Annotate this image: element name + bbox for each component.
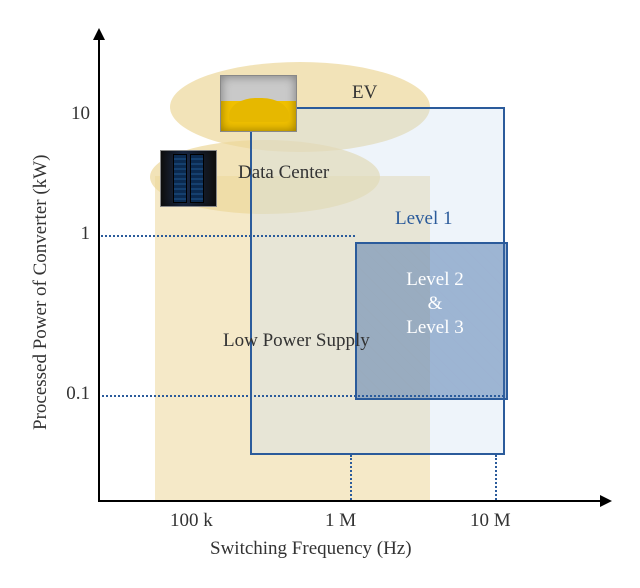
guide-line-v-0 [350,455,352,500]
y-axis [98,38,100,500]
y-axis-label: Processed Power of Converter (kW) [30,155,52,430]
server-rack-icon [173,154,187,203]
y-tick-2: 10 [71,103,90,125]
x-tick-1: 1 M [325,510,356,532]
label-level-2-3: Level 2&Level 3 [395,268,475,339]
label-level-2-3-line-2: Level 3 [395,316,475,340]
label-level-1: Level 1 [395,208,453,230]
data-center-thumbnail [160,150,217,207]
label-level-2-3-line-0: Level 2 [395,268,475,292]
x-axis [98,500,600,502]
y-tick-1: 1 [81,223,91,245]
label-data-center: Data Center [238,162,329,184]
label-level-2-3-line-1: & [395,292,475,316]
ev-thumbnail [220,75,297,132]
car-icon [229,98,289,123]
label-low-power-supply: Low Power Supply [223,330,370,352]
power-vs-frequency-chart: 100 k 1 M 10 M 0.1 1 10 Switching Frequency (H… [0,0,640,588]
x-tick-0: 100 k [170,510,213,532]
server-rack-icon [190,154,204,203]
x-axis-label: Switching Frequency (Hz) [210,538,412,560]
guide-line-v-1 [495,455,497,500]
y-axis-arrow [93,28,105,40]
guide-line-h-0 [98,235,355,237]
label-ev: EV [352,82,377,104]
guide-line-h-1 [98,395,508,397]
x-tick-2: 10 M [470,510,511,532]
y-tick-0: 0.1 [66,383,90,405]
x-axis-arrow [600,495,612,507]
